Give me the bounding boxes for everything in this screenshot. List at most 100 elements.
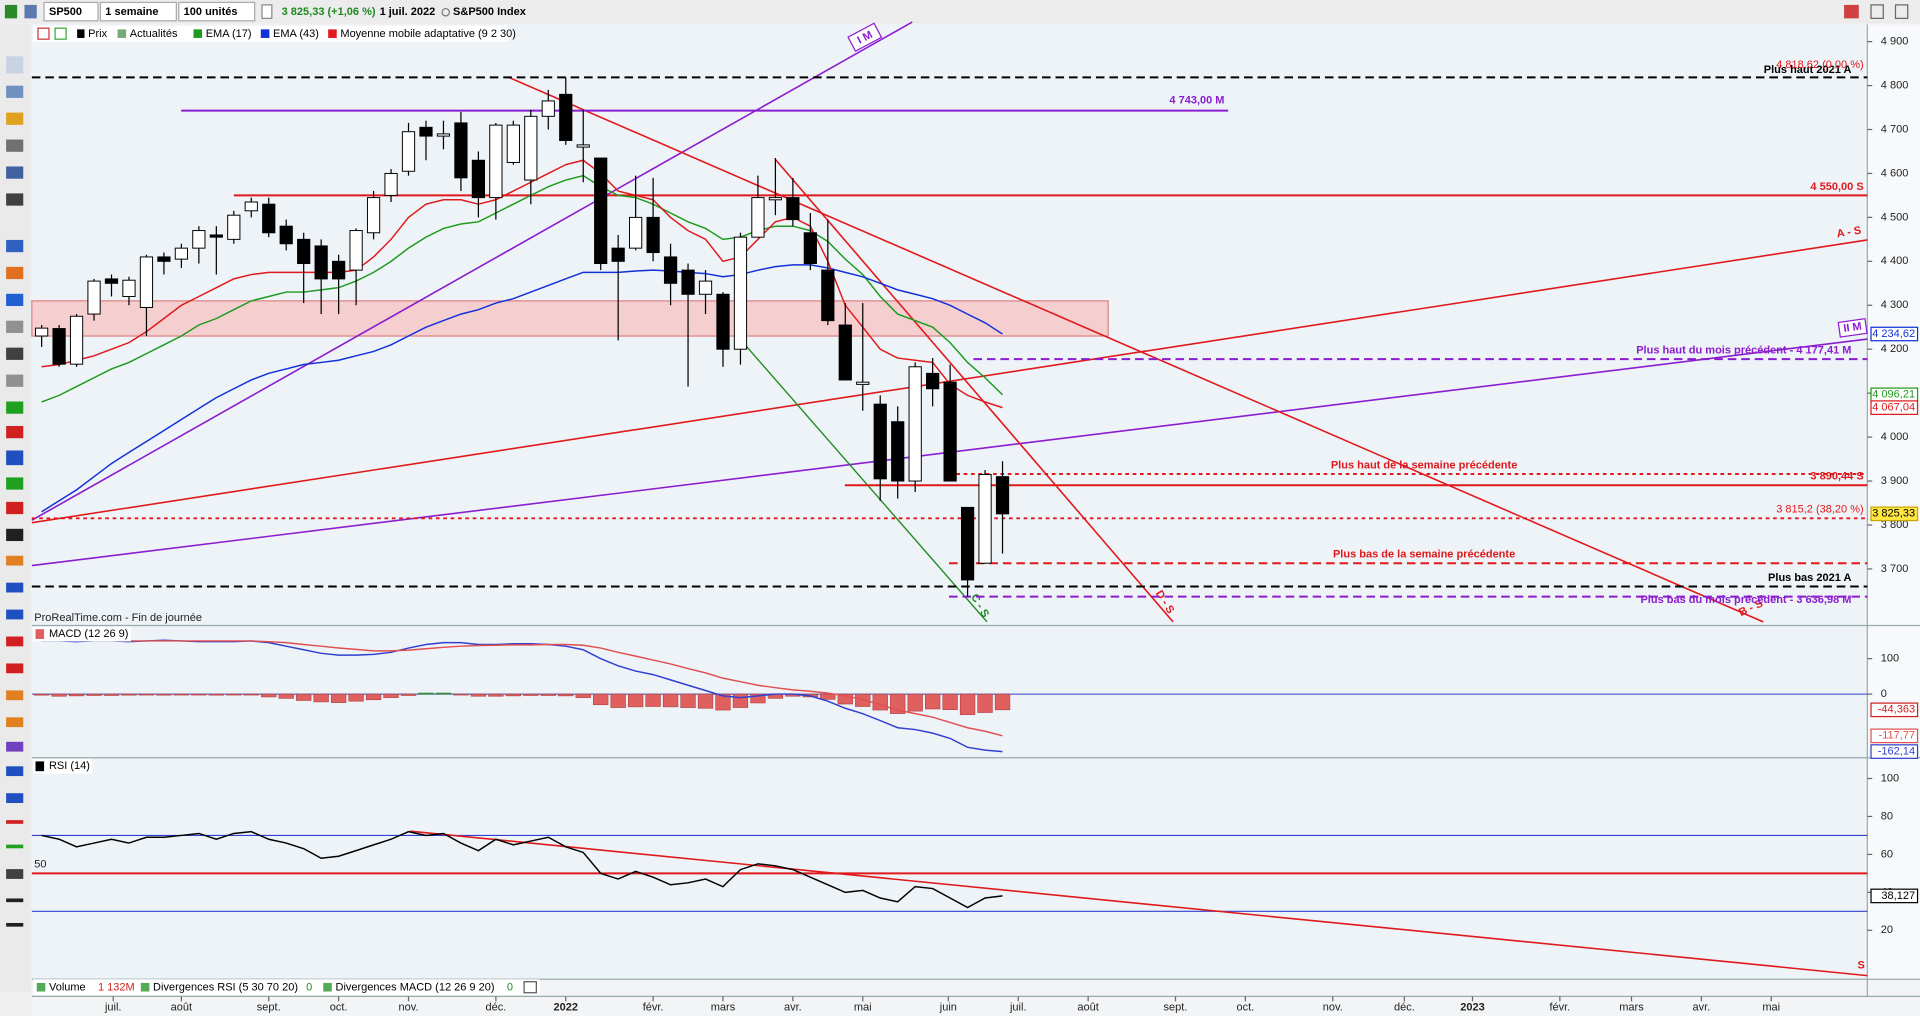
histogram-bar [872, 693, 888, 711]
histogram-bar [296, 693, 312, 701]
window-icon[interactable] [1844, 4, 1859, 19]
symbol-select[interactable] [43, 1, 99, 22]
tool-column [0, 24, 31, 992]
tool-button[interactable] [6, 139, 24, 152]
histogram-bar [453, 693, 469, 696]
tool-button[interactable] [6, 869, 24, 879]
zone [31, 300, 1109, 337]
x-tick-label: févr. [643, 1001, 664, 1013]
tool-button[interactable] [6, 528, 24, 542]
level-label: Plus bas du mois précédent - 3 636,98 M [1640, 594, 1851, 606]
candle-body [209, 234, 223, 238]
value-tag: 4 067,04 [1872, 402, 1915, 414]
tool-button[interactable] [6, 477, 24, 490]
legend-button[interactable] [37, 27, 50, 40]
candle-body [471, 159, 486, 199]
window-button[interactable] [1870, 4, 1884, 19]
legend-label[interactable]: Actualités [130, 28, 178, 40]
legend-label[interactable]: EMA (17) [206, 28, 252, 40]
add-indicator[interactable] [523, 981, 537, 994]
x-tick-label: juil. [1009, 1001, 1027, 1013]
candle-body [419, 126, 433, 137]
tool-button[interactable] [6, 690, 24, 701]
y-tick-label: 4 600 [1881, 167, 1909, 179]
tool-button[interactable] [6, 793, 24, 804]
x-tick-label: oct. [330, 1001, 348, 1013]
legend-swatch [117, 29, 127, 38]
tool-button[interactable] [6, 844, 24, 849]
tool-button[interactable] [6, 636, 24, 647]
period: 1 semaine [105, 6, 158, 18]
tool-button[interactable] [6, 293, 24, 307]
tool-button[interactable] [6, 663, 24, 674]
value-tag-box [1870, 400, 1919, 415]
tool-button[interactable] [6, 56, 24, 74]
tool-button[interactable] [6, 717, 24, 728]
candle-body [786, 197, 800, 221]
candle-body [908, 366, 922, 482]
tool-button[interactable] [6, 898, 24, 903]
info-icon[interactable] [261, 4, 273, 19]
toolbar-icon[interactable] [24, 4, 37, 19]
legend-label[interactable]: Moyenne mobile adaptative (9 2 30) [340, 28, 516, 40]
candle-body [227, 214, 241, 240]
legend-button[interactable] [54, 27, 67, 40]
tool-button[interactable] [6, 266, 24, 280]
tool-button[interactable] [6, 501, 24, 515]
indicator-swatch [36, 982, 46, 992]
candle-body [69, 315, 84, 365]
legend-label[interactable]: EMA (43) [273, 28, 319, 40]
tool-button[interactable] [6, 347, 24, 360]
candle-body [541, 100, 555, 117]
tool-button[interactable] [6, 555, 24, 566]
histogram-bar [558, 693, 574, 697]
histogram-bar [942, 693, 958, 711]
candle-body [873, 403, 887, 480]
tool-button[interactable] [6, 425, 24, 439]
candle-body [506, 124, 520, 163]
tool-button[interactable] [6, 193, 24, 206]
tool-button[interactable] [6, 922, 24, 927]
tool-button[interactable] [6, 374, 24, 387]
candle-body [87, 280, 101, 315]
trend-lines: I M II M A - S B - S C - S D - S S [31, 21, 1868, 977]
histogram-bar [610, 693, 626, 708]
indicator-value: 0 [306, 982, 312, 994]
period-select[interactable] [99, 1, 177, 22]
series-line [41, 174, 1004, 403]
series-line [41, 264, 1003, 513]
y-tick-label: 0 [1881, 688, 1887, 700]
tool-button[interactable] [6, 450, 24, 466]
value-tag: -162,14 [1878, 745, 1915, 757]
toolbar-icon[interactable] [4, 4, 18, 19]
trend-line [774, 158, 1174, 623]
tool-button[interactable] [6, 166, 24, 179]
tool-button[interactable] [6, 239, 24, 253]
tool-button[interactable] [6, 766, 24, 777]
tool-button[interactable] [6, 85, 24, 98]
units-select[interactable] [178, 1, 256, 22]
y-tick-label: 20 [1881, 924, 1893, 936]
tool-button[interactable] [6, 112, 24, 125]
y-tick-label: 3 800 [1881, 519, 1909, 531]
window-button[interactable] [1894, 4, 1909, 19]
histogram-bar [51, 693, 67, 697]
legend-label[interactable]: Prix [88, 28, 107, 40]
tool-button[interactable] [6, 401, 24, 414]
tool-button[interactable] [6, 582, 24, 593]
indicator-name[interactable]: Divergences RSI (5 30 70 20) [153, 982, 298, 994]
candle-body [104, 278, 119, 284]
indicator-value: 1 132M [98, 982, 135, 994]
x-tick-label: sept. [257, 1001, 281, 1013]
tool-button[interactable] [6, 320, 24, 333]
tool-button[interactable] [6, 820, 24, 824]
histogram-bar [593, 693, 609, 706]
indicator-name[interactable]: Divergences MACD (12 26 9 20) [336, 982, 495, 994]
value-tag: 4 096,21 [1872, 389, 1915, 401]
tool-button[interactable] [6, 609, 24, 620]
histogram-bar [977, 693, 993, 713]
histogram-bar [435, 692, 452, 695]
tool-button[interactable] [6, 741, 24, 752]
y-tick-label: 4 200 [1881, 343, 1909, 355]
indicator-name[interactable]: Volume [49, 982, 86, 994]
